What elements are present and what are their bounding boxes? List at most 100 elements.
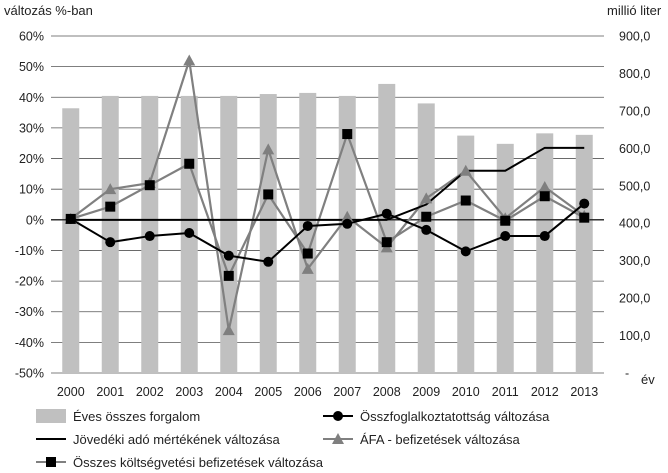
bar-series <box>62 83 593 374</box>
marker-square-2012 <box>539 191 550 202</box>
bar-2012 <box>536 133 554 373</box>
marker-circle-2013 <box>579 198 590 209</box>
marker-square-2004 <box>223 270 234 281</box>
marker-circle-2003 <box>184 227 195 238</box>
legend-label: Jövedéki adó mértékének változása <box>73 432 280 447</box>
x-tick-label: 2003 <box>175 385 203 399</box>
marker-triangle-2005 <box>262 143 275 155</box>
right-tick-label: 800,0 <box>619 67 650 81</box>
bar-2006 <box>299 92 317 373</box>
marker-square-2013 <box>579 212 590 223</box>
bar-2005 <box>259 94 277 374</box>
x-tick-label: 2008 <box>373 385 401 399</box>
legend-label: Összfoglalkoztatottság változása <box>360 409 550 424</box>
marker-square-2001 <box>105 201 116 212</box>
x-axis: 2000 2001 2002 2003 2004 2005 2006 2007 2008 2009… <box>57 385 598 399</box>
legend-marker <box>332 433 344 444</box>
line-series <box>70 59 585 332</box>
marker-triangle-2006 <box>301 262 314 274</box>
right-tick-label: 200,0 <box>619 292 650 306</box>
x-tick-label: 2011 <box>492 385 519 399</box>
marker-square-2011 <box>500 215 511 226</box>
line-square <box>70 132 585 277</box>
marker-triangle-2012 <box>538 181 551 193</box>
right-tick-label: 700,0 <box>619 104 650 118</box>
right-tick-label: 600,0 <box>619 142 650 156</box>
marker-square-2003 <box>184 158 195 169</box>
bar-2008 <box>378 83 396 373</box>
marker-triangle-2010 <box>459 164 472 176</box>
legend-item: Összes költségvetési befizetések változá… <box>36 455 324 470</box>
marker-circle-2008 <box>381 208 392 219</box>
left-tick-label: -10% <box>15 244 44 258</box>
bar-2000 <box>62 108 80 374</box>
legend-marker <box>46 457 56 467</box>
left-tick-label: 10% <box>19 183 44 197</box>
bar-2011 <box>496 143 514 373</box>
line-none <box>70 146 585 221</box>
marker-circle-2004 <box>223 250 234 261</box>
left-axis-title: változás %-ban <box>4 3 93 18</box>
x-tick-label: 2006 <box>294 385 322 399</box>
x-tick-label: 2002 <box>136 385 164 399</box>
legend-item: ÁFA - befizetések változása <box>323 432 520 447</box>
legend-label: Összes költségvetési befizetések változá… <box>73 455 324 470</box>
x-tick-label: 2009 <box>412 385 440 399</box>
marker-circle-2012 <box>539 231 550 242</box>
marker-triangle-2003 <box>183 54 196 66</box>
left-tick-label: -40% <box>15 336 44 350</box>
legend-label: Éves összes forgalom <box>73 409 200 424</box>
marker-circle-2000 <box>65 213 76 224</box>
legend-marker <box>333 411 343 421</box>
marker-circle-2010 <box>460 246 471 257</box>
line-circle <box>70 202 585 263</box>
bar-2013 <box>575 134 593 373</box>
legend-item: Összfoglalkoztatottság változása <box>323 409 550 424</box>
marker-triangle-2001 <box>104 183 117 195</box>
legend-item: Éves összes forgalom <box>36 409 200 424</box>
x-tick-label: 2005 <box>254 385 282 399</box>
left-axis: 60% 50% 40% 30% 20% 10% 0% -10% -20% -30% -40% -50% <box>15 30 44 381</box>
marker-circle-2006 <box>302 220 313 231</box>
legend-item: Jövedéki adó mértékének változása <box>36 432 280 447</box>
line-triangle <box>70 59 585 332</box>
bar-2007 <box>338 95 356 374</box>
marker-square-2009 <box>421 211 432 222</box>
x-tick-label: 2004 <box>215 385 243 399</box>
x-tick-label: 2010 <box>452 385 480 399</box>
right-tick-label: 100,0 <box>619 329 650 343</box>
marker-triangle-2004 <box>222 324 235 336</box>
marker-square-2005 <box>263 189 274 200</box>
x-tick-label: 2000 <box>57 385 85 399</box>
x-tick-label: 2007 <box>333 385 361 399</box>
marker-square-2010 <box>460 195 471 206</box>
legend: Éves összes forgalom Összfoglalkoztatotts… <box>36 409 550 470</box>
left-tick-label: -50% <box>15 367 44 381</box>
marker-circle-2007 <box>342 218 353 229</box>
left-tick-label: 20% <box>19 152 44 166</box>
marker-circle-2002 <box>144 231 155 242</box>
right-tick-label: 500,0 <box>619 179 650 193</box>
marker-triangle-2007 <box>341 210 354 222</box>
x-tick-label: 2012 <box>531 385 559 399</box>
marker-circle-2009 <box>421 224 432 235</box>
marker-square-2002 <box>144 180 155 191</box>
right-tick-label: 300,0 <box>619 254 650 268</box>
right-axis-title: millió liter <box>607 3 662 18</box>
bar-2009 <box>417 103 435 374</box>
series-markers <box>64 54 591 336</box>
marker-square-2006 <box>302 248 313 259</box>
left-tick-label: 0% <box>26 213 44 227</box>
marker-square-2007 <box>342 129 353 140</box>
left-tick-label: -20% <box>15 275 44 289</box>
left-tick-label: 50% <box>19 60 44 74</box>
x-tick-label: 2013 <box>570 385 598 399</box>
right-tick-label: 900,0 <box>619 30 650 44</box>
right-tick-label: - <box>625 367 629 381</box>
marker-triangle-2009 <box>420 192 433 204</box>
left-tick-label: -30% <box>15 305 44 319</box>
right-axis: 900,0 800,0 700,0 600,0 500,0 400,0 300,0 200,0… <box>619 30 650 381</box>
left-tick-label: 40% <box>19 91 44 105</box>
marker-square-2008 <box>381 237 392 248</box>
